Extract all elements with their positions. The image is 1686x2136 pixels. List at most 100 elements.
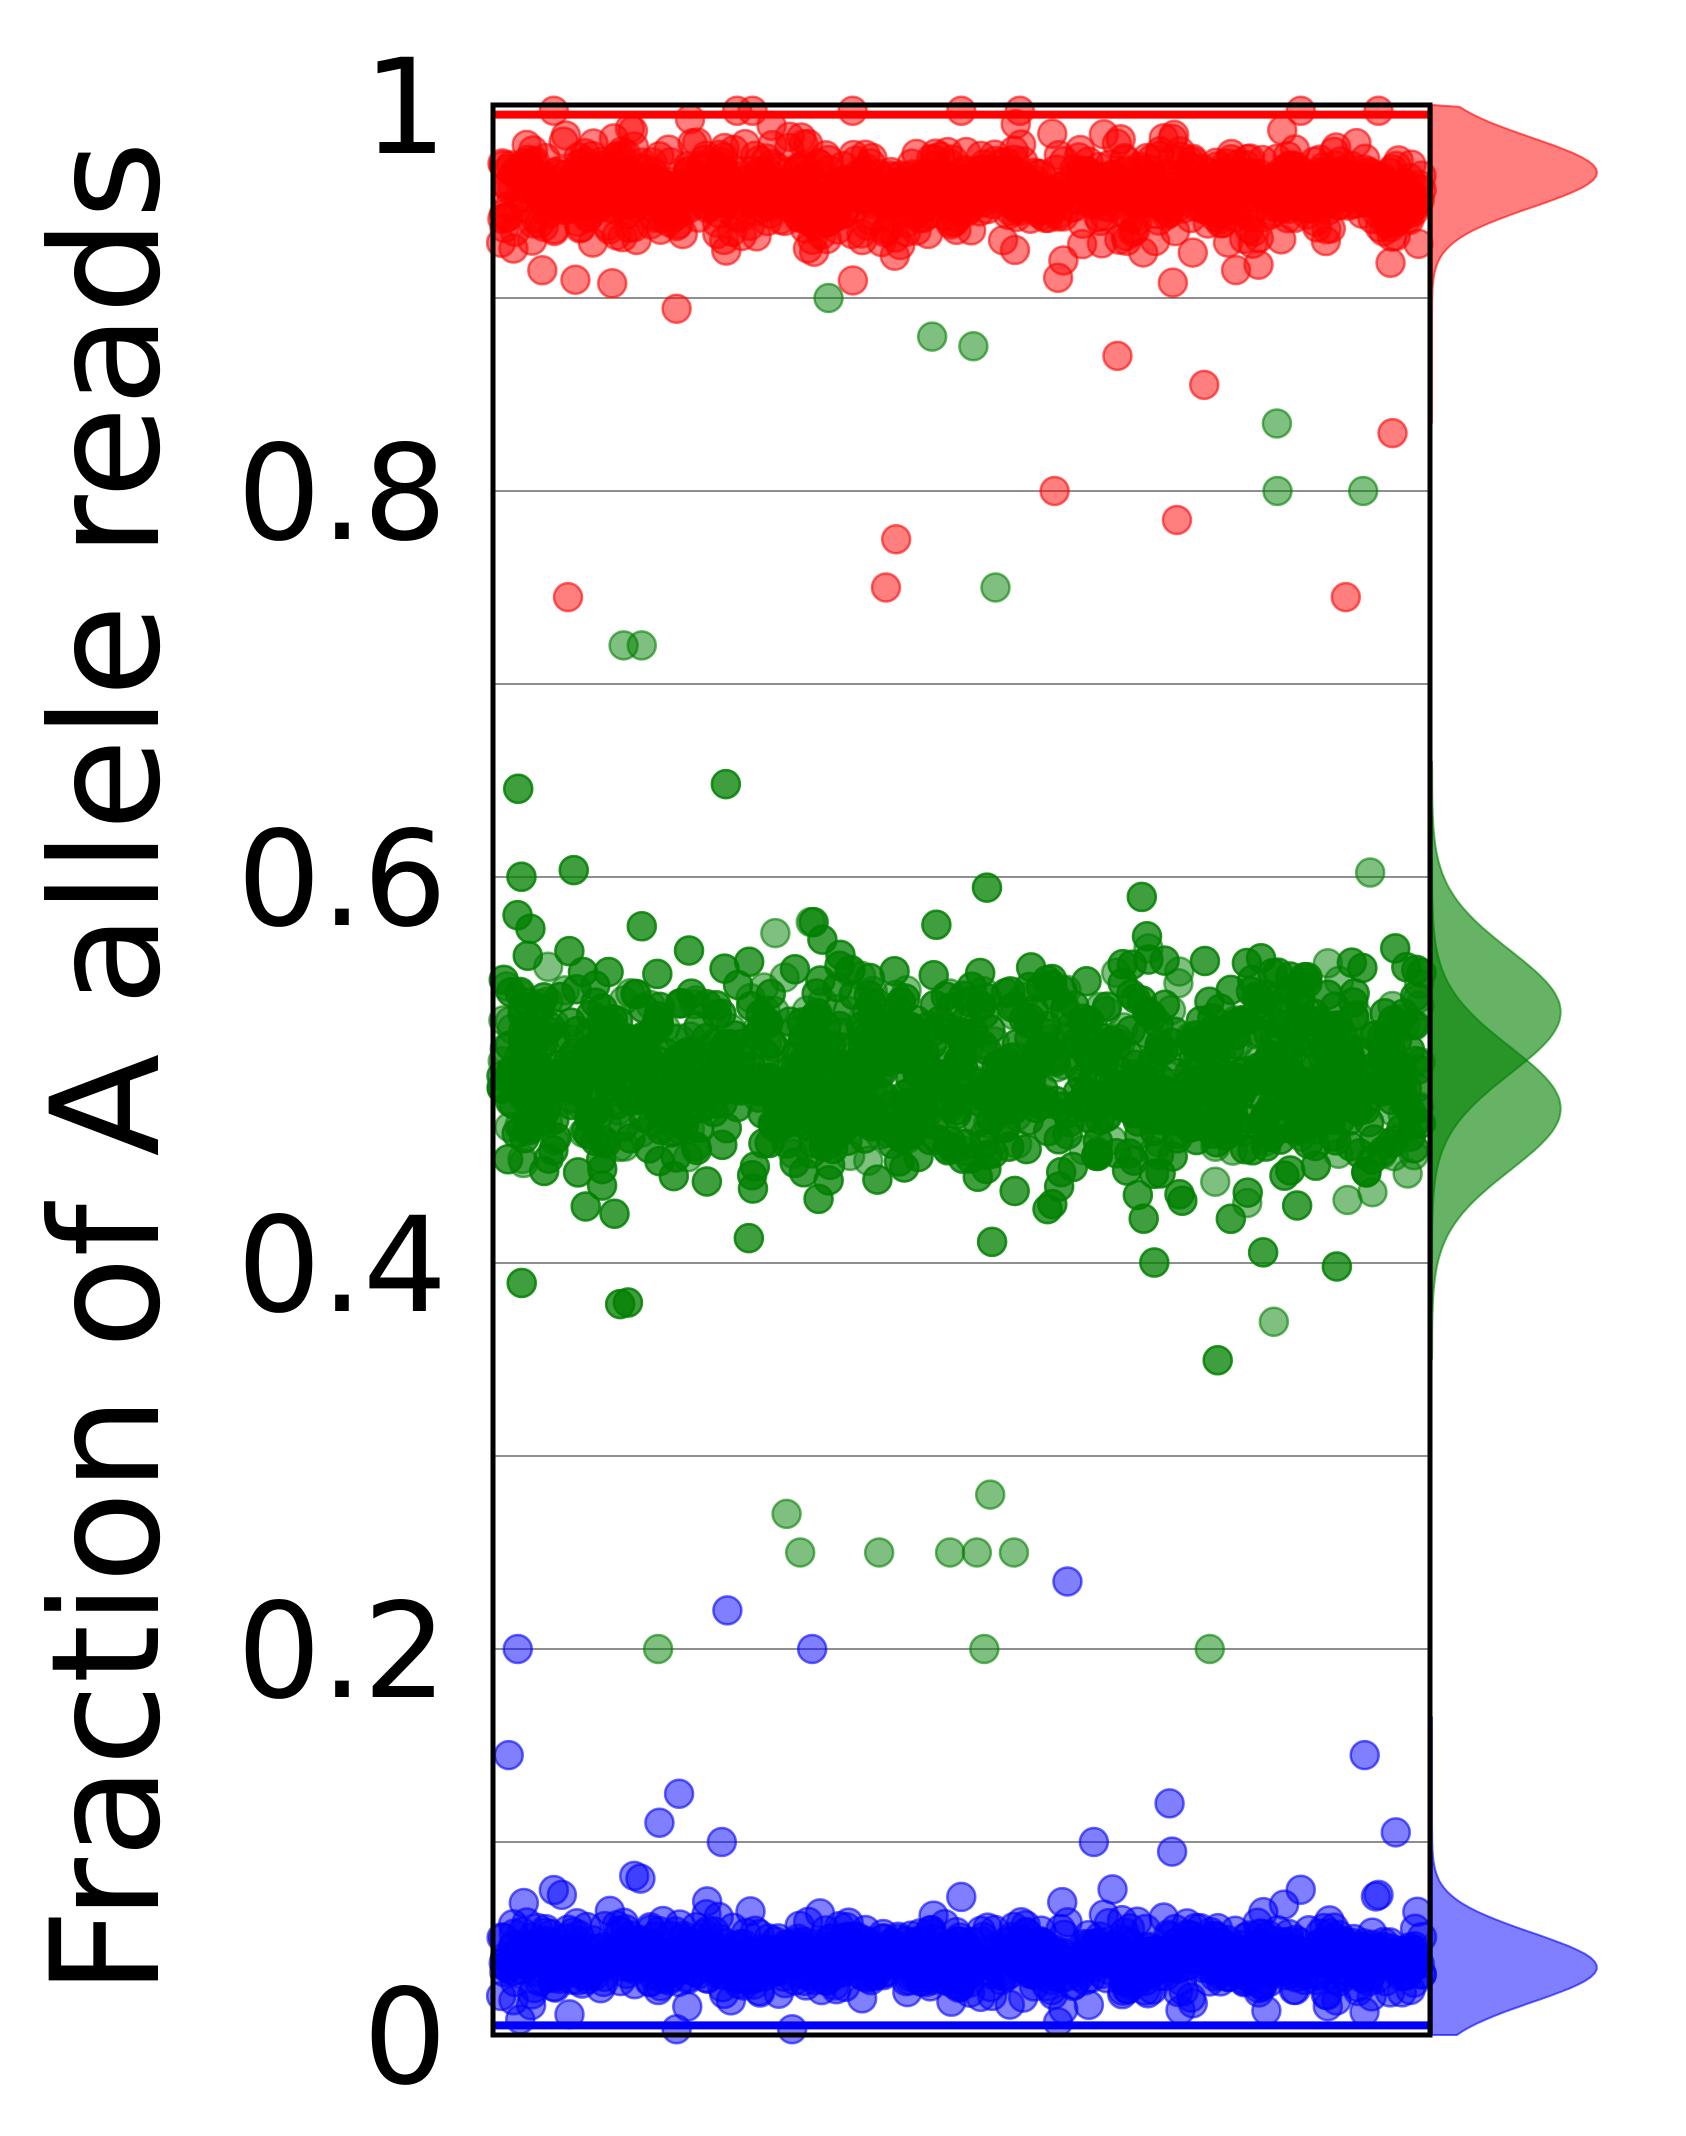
- data-point: [1104, 1935, 1136, 1966]
- data-point: [987, 225, 1019, 256]
- data-point: [932, 1135, 964, 1166]
- data-point: [596, 268, 628, 299]
- data-point: [951, 194, 983, 225]
- data-point: [735, 990, 767, 1022]
- data-point: [737, 1173, 769, 1204]
- data-point: [1357, 1917, 1388, 1948]
- data-point: [918, 959, 949, 991]
- data-point: [846, 1057, 877, 1088]
- data-point: [1377, 417, 1408, 449]
- data-point: [1194, 1633, 1225, 1665]
- scatter-points: [485, 95, 1438, 2045]
- data-point: [904, 1927, 936, 1958]
- data-point: [1047, 975, 1078, 1006]
- data-point: [1281, 1190, 1313, 1221]
- data-point: [1164, 1179, 1195, 1210]
- data-point: [1078, 1826, 1110, 1858]
- data-point: [1337, 188, 1368, 220]
- data-point: [710, 768, 742, 800]
- data-point: [1045, 1156, 1077, 1188]
- data-point: [870, 1949, 902, 1981]
- data-point: [524, 208, 555, 239]
- data-point: [624, 182, 656, 213]
- data-point: [988, 1960, 1020, 1992]
- data-point: [1042, 262, 1074, 294]
- data-point: [916, 321, 948, 352]
- data-point: [680, 1131, 712, 1162]
- data-point: [599, 1198, 630, 1229]
- data-point: [1247, 1237, 1279, 1268]
- data-point: [870, 572, 902, 603]
- data-point: [934, 1537, 966, 1568]
- data-point: [1401, 954, 1432, 986]
- data-point: [1126, 985, 1158, 1016]
- data-point: [1261, 408, 1293, 439]
- data-point: [1321, 1251, 1353, 1282]
- data-point: [1236, 964, 1268, 996]
- y-tick-label: 0.8: [237, 417, 447, 571]
- data-point: [767, 179, 799, 210]
- data-point: [796, 1633, 828, 1665]
- data-point: [1131, 1018, 1162, 1049]
- data-point: [892, 165, 923, 196]
- data-point: [1154, 1788, 1185, 1819]
- data-point: [1074, 1930, 1105, 1962]
- data-point: [539, 1059, 570, 1090]
- data-point: [641, 1092, 672, 1124]
- data-point: [1398, 1133, 1430, 1164]
- data-point: [1370, 207, 1401, 239]
- data-point: [947, 1026, 978, 1057]
- data-point: [1202, 1344, 1233, 1376]
- data-point: [511, 129, 542, 161]
- data-point: [495, 977, 527, 1008]
- data-point: [1262, 475, 1293, 507]
- data-point: [577, 153, 608, 184]
- data-point: [616, 1085, 647, 1117]
- data-point: [760, 917, 791, 949]
- data-point: [633, 1133, 665, 1164]
- data-point: [1073, 146, 1104, 177]
- data-point: [1322, 1077, 1354, 1108]
- data-point: [712, 1595, 743, 1626]
- data-point: [739, 140, 771, 172]
- data-point: [899, 199, 930, 231]
- data-point: [1015, 1064, 1047, 1096]
- y-tick-labels: 0 0.2 0.4 0.6 0.8 1: [237, 31, 447, 2115]
- data-point: [1037, 176, 1069, 208]
- data-point: [1216, 1010, 1247, 1041]
- data-point: [1398, 1950, 1429, 1981]
- data-point: [522, 1939, 554, 1970]
- data-point: [690, 1944, 721, 1976]
- data-point: [994, 1989, 1026, 2020]
- data-point: [982, 1095, 1013, 1127]
- data-point: [573, 201, 605, 232]
- data-point: [1157, 1141, 1188, 1172]
- data-point: [863, 1537, 895, 1568]
- density-curve: [1431, 103, 1599, 424]
- data-point: [625, 1863, 656, 1894]
- data-point: [1349, 1739, 1380, 1771]
- data-point: [506, 1267, 537, 1299]
- data-point: [580, 987, 611, 1018]
- data-point: [558, 854, 590, 886]
- data-point: [1259, 1077, 1291, 1109]
- data-point: [779, 953, 811, 985]
- data-point: [674, 103, 706, 135]
- data-point: [813, 1165, 844, 1196]
- data-point: [978, 1138, 1009, 1169]
- data-point: [691, 1022, 722, 1054]
- data-point: [553, 170, 585, 202]
- data-point: [1232, 1177, 1263, 1208]
- data-point: [1269, 1160, 1300, 1191]
- data-point: [1139, 1247, 1170, 1278]
- data-point: [718, 161, 750, 192]
- y-tick-label: 0.4: [237, 1189, 447, 1343]
- data-point: [1243, 222, 1275, 254]
- data-point: [699, 1916, 730, 1947]
- data-point: [640, 1010, 672, 1041]
- data-point: [674, 155, 705, 187]
- data-point: [647, 1061, 678, 1093]
- data-point: [703, 198, 735, 229]
- data-point: [610, 138, 642, 170]
- data-point: [530, 1095, 561, 1126]
